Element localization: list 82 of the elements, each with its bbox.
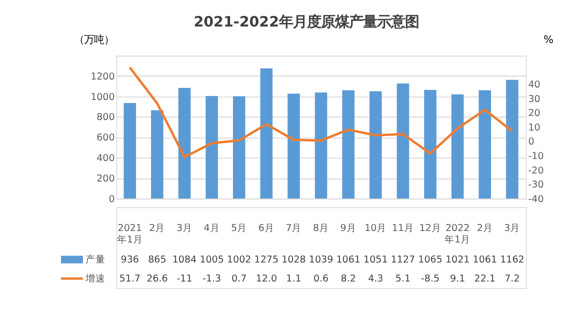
data-label: 1002 (227, 254, 252, 266)
x-tick-label: 2022年1月 (444, 222, 471, 246)
data-label: 22.1 (474, 273, 496, 284)
data-label: 1084 (172, 254, 197, 266)
data-label: 8.2 (340, 273, 356, 284)
bar (396, 84, 410, 199)
data-label: 26.6 (146, 273, 168, 284)
y-tick-label: 400 (96, 153, 115, 164)
bar (260, 68, 273, 199)
data-label: 1021 (445, 254, 470, 266)
bar (506, 80, 518, 199)
line-series (128, 66, 514, 158)
data-label: 1065 (418, 254, 442, 266)
data-label: 1039 (308, 254, 334, 266)
data-label: 4.3 (368, 273, 384, 284)
data-label: 9.1 (450, 273, 466, 284)
y2-tick-label: -30 (528, 180, 544, 191)
y2-tick-label: 20 (528, 108, 540, 120)
data-label: 5.1 (395, 273, 411, 284)
data-label: 1061 (336, 254, 360, 266)
y2-tick-label: -20 (528, 165, 544, 176)
x-tick-label: 2月 (476, 222, 493, 234)
data-label: 865 (148, 254, 166, 266)
data-label: -1.3 (202, 273, 222, 284)
x-tick-label: 7月 (286, 222, 302, 234)
bar (124, 103, 136, 199)
x-tick-label: 3月 (176, 222, 193, 234)
y2-tick-label: 10 (528, 122, 540, 134)
y2-tick-label: 30 (528, 94, 540, 105)
y2-axis-title: % (543, 34, 554, 46)
x-tick-label: 4月 (204, 222, 220, 234)
x-tick-label: 8月 (313, 222, 330, 234)
data-label: 1051 (364, 254, 388, 266)
x-tick-label: 6月 (258, 222, 274, 234)
bar (314, 92, 328, 199)
data-label: 1028 (282, 254, 306, 266)
data-label: 1127 (390, 254, 416, 266)
bar (288, 94, 300, 199)
data-label: 51.7 (119, 273, 140, 284)
data-label: 7.2 (504, 273, 520, 284)
bar (232, 96, 246, 199)
x-tick-label: 9月 (340, 222, 356, 234)
data-label: 0.6 (313, 273, 329, 284)
bar (478, 90, 492, 199)
y-tick-label: 1200 (90, 71, 115, 82)
legend-label: 增速 (84, 272, 106, 284)
data-label: 1162 (500, 254, 524, 266)
x-tick-label: 11月 (392, 222, 414, 234)
y2-tick-label: 0 (528, 136, 534, 148)
data-label: 1005 (200, 254, 224, 266)
y-tick-label: 1000 (90, 92, 115, 103)
chart-title: 2021-2022年月度原煤产量示意图 (194, 14, 420, 31)
data-label: 936 (120, 254, 139, 266)
y-tick-label: 0 (108, 194, 115, 205)
x-tick-label: 2月 (149, 222, 166, 234)
x-tick-label: 12月 (419, 222, 442, 234)
data-label: -8.5 (420, 273, 440, 284)
y2-tick-label: -40 (528, 194, 544, 205)
x-tick-label: 3月 (504, 222, 520, 234)
data-label: 1061 (472, 254, 497, 266)
x-tick-label: 5月 (231, 222, 248, 234)
data-label: 1275 (254, 254, 279, 266)
bar (178, 88, 191, 199)
y-axis-title: （万吨） (74, 34, 114, 46)
y-tick-label: 600 (96, 132, 115, 144)
bar (370, 91, 382, 199)
data-label: 1.1 (286, 273, 302, 284)
bar (342, 90, 354, 199)
data-label: 12.0 (256, 273, 278, 284)
data-label: 0.7 (232, 273, 247, 284)
bar (151, 110, 164, 199)
y-tick-label: 800 (96, 112, 115, 124)
x-tick-label: 10月 (364, 222, 387, 234)
bar (424, 90, 436, 199)
bar (451, 94, 464, 199)
x-tick-label: 2021年1月 (116, 222, 143, 246)
data-label: -11 (176, 273, 192, 284)
y2-tick-label: -10 (528, 151, 544, 162)
bar (206, 96, 218, 199)
y-tick-label: 200 (96, 173, 115, 184)
y2-tick-label: 40 (528, 80, 540, 91)
legend-label: 产量 (86, 253, 106, 266)
